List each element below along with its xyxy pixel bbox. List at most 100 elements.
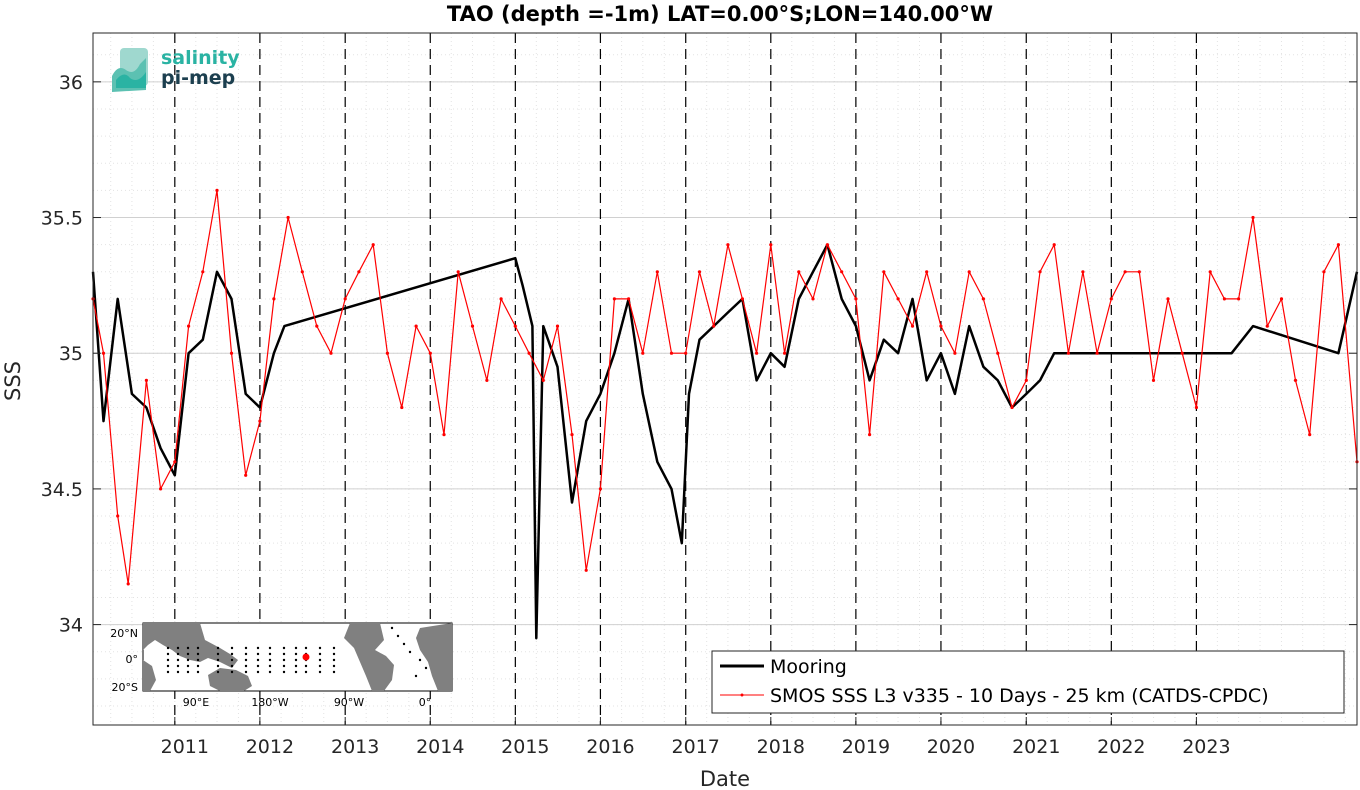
series-point-smos (513, 324, 517, 328)
series-point-smos (357, 270, 361, 274)
series-line-smos (92, 189, 1358, 585)
map-mooring-dot (318, 646, 322, 650)
series-point-smos (1137, 270, 1141, 274)
series-point-smos (769, 243, 773, 247)
series-point-smos (1194, 405, 1198, 410)
map-mooring-dot (186, 664, 190, 668)
x-tick-label: 2020 (927, 736, 975, 758)
series-point-smos (499, 297, 503, 301)
series-point-smos (1095, 351, 1099, 355)
series-point-smos (343, 297, 347, 301)
y-axis: 34 34.5 35 35.5 36 (41, 72, 1357, 637)
y-tick-label: 35.5 (41, 208, 83, 230)
series-point-smos (414, 324, 418, 328)
series-point-smos (201, 270, 205, 274)
map-mooring-dot (196, 658, 200, 662)
map-mooring-dot (304, 664, 308, 668)
map-mooring-dot (282, 658, 286, 662)
x-axis-label: Date (700, 767, 750, 790)
map-mooring-dot (166, 664, 170, 668)
series-point-smos (641, 351, 645, 355)
series-point-smos (840, 270, 844, 274)
map-mooring-dot (318, 664, 322, 668)
series-point-smos (371, 243, 375, 247)
series-point-smos (1038, 270, 1042, 274)
map-mooring-dot (318, 652, 322, 656)
map-land-africa (416, 623, 452, 691)
series-point-smos (101, 351, 106, 355)
map-mooring-dot (282, 670, 286, 674)
series-point-smos (144, 378, 148, 382)
series-point-smos (1123, 270, 1127, 274)
series-point-smos (173, 460, 177, 464)
map-mooring-dot (294, 646, 298, 650)
map-lon-label-180w: 180°W (251, 696, 288, 709)
map-mooring-dot (230, 652, 234, 656)
map-mooring-dot (166, 658, 170, 662)
series-point-smos (981, 297, 986, 301)
series-point-smos (627, 297, 631, 301)
chart-title: TAO (depth =-1m) LAT=0.00°S;LON=140.00°W (447, 2, 993, 26)
legend: Mooring SMOS SSS L3 v335 - 10 Days - 25 … (711, 650, 1345, 714)
series-point-smos (570, 433, 574, 437)
series-point-smos (726, 243, 730, 247)
legend-box (711, 650, 1345, 714)
map-mooring-dot (418, 658, 422, 662)
map-land-americas (344, 623, 394, 691)
x-tick-label: 2015 (501, 736, 549, 758)
map-mooring-dot (294, 652, 298, 656)
x-tick-label: 2012 (246, 736, 294, 758)
series-point-smos (925, 270, 929, 274)
series-point-smos (485, 378, 489, 382)
legend-smos-marker (740, 693, 744, 697)
map-mooring-dot (176, 670, 180, 674)
series-point-smos (868, 433, 872, 437)
map-lon-label-90w: 90°W (334, 696, 364, 709)
map-mooring-dot (244, 646, 248, 650)
series-point-smos (541, 378, 545, 382)
series-point-smos (797, 270, 801, 274)
series-point-smos (1265, 324, 1269, 328)
map-mooring-dot (216, 670, 220, 674)
map-mooring-dot (216, 646, 220, 650)
y-tick-label: 36 (59, 72, 83, 94)
series-group (91, 188, 1359, 640)
series-point-smos (584, 568, 588, 572)
series-point-smos (712, 324, 716, 328)
map-mooring-dot (256, 652, 260, 656)
map-mooring-dot (268, 652, 272, 656)
series-point-smos (428, 351, 432, 355)
map-mooring-dot (244, 658, 248, 662)
map-mooring-dot (166, 670, 170, 674)
map-mooring-dot (268, 658, 272, 662)
map-mooring-dot (332, 658, 336, 662)
map-mooring-dot (318, 670, 322, 674)
series-point-smos (854, 297, 858, 301)
series-point-smos (1066, 351, 1070, 355)
map-land-australia (208, 668, 252, 691)
map-mooring-dot (396, 634, 400, 638)
legend-smos-label: SMOS SSS L3 v335 - 10 Days - 25 km (CATD… (770, 685, 1269, 707)
map-mooring-dot (244, 670, 248, 674)
map-mooring-dot (332, 652, 336, 656)
x-tick-label: 2016 (586, 736, 634, 758)
series-point-smos (286, 215, 290, 220)
logo-line2: pi-mep (161, 67, 235, 89)
y-tick-label: 34 (59, 615, 83, 637)
series-line-mooring (91, 243, 1359, 640)
map-mooring-dot (294, 670, 298, 674)
series-point-smos (1024, 378, 1028, 382)
series-point-smos (315, 324, 319, 328)
series-point-smos (896, 297, 900, 301)
series-point-smos (655, 270, 659, 274)
plot-area (93, 33, 1357, 725)
map-mooring-dot (282, 664, 286, 668)
map-mooring-dot (390, 626, 394, 630)
series-point-smos (684, 351, 688, 355)
series-point-smos (1336, 243, 1340, 247)
series-point-smos (1081, 270, 1085, 274)
series-point-smos (1052, 243, 1056, 247)
map-mooring-dot (176, 664, 180, 668)
y-axis-label: SSS (1, 361, 25, 401)
